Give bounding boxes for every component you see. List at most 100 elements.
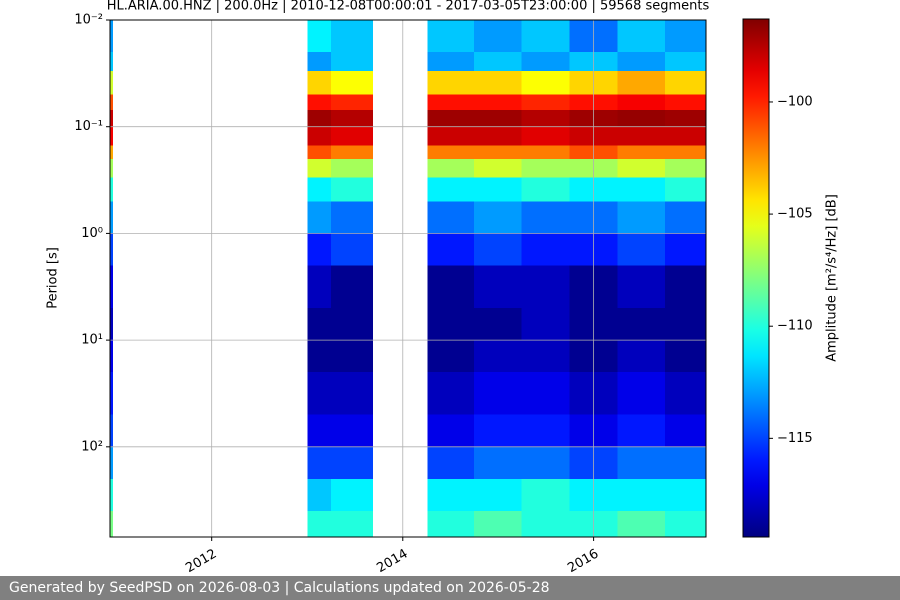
chart-title: HL.ARIA.00.HNZ | 200.0Hz | 2010-12-08T00… bbox=[107, 0, 710, 14]
spectrogram-cell bbox=[665, 340, 706, 373]
spectrogram-cell bbox=[110, 446, 114, 479]
spectrogram-cell bbox=[307, 265, 331, 308]
spectrogram-cell bbox=[665, 201, 706, 234]
spectrogram-cell bbox=[427, 446, 475, 479]
spectrogram-cell bbox=[474, 233, 522, 266]
plot-frame bbox=[109, 19, 707, 538]
spectrogram-cell bbox=[110, 233, 114, 266]
spectrogram-cell bbox=[617, 177, 666, 202]
spectrogram-cell bbox=[307, 372, 331, 415]
spectrogram-cell bbox=[665, 372, 706, 415]
spectrogram-cell bbox=[110, 20, 114, 53]
spectrogram-cell bbox=[427, 158, 475, 178]
spectrogram-cell bbox=[521, 307, 570, 341]
spectrogram-cell bbox=[474, 158, 522, 178]
colorbar-tick-label: −110 bbox=[777, 319, 813, 334]
spectrogram-cell bbox=[307, 233, 331, 266]
spectrogram-cell bbox=[665, 20, 706, 53]
spectrogram-cell bbox=[474, 94, 522, 111]
spectrogram-cell bbox=[617, 265, 666, 308]
spectrogram-cell bbox=[474, 414, 522, 447]
spectrogram-cell bbox=[110, 414, 114, 447]
y-tick-label: 10² bbox=[81, 439, 103, 454]
colorbar-tick-label: −105 bbox=[777, 207, 813, 222]
spectrogram-cell bbox=[474, 126, 522, 146]
spectrogram-cell bbox=[665, 110, 706, 127]
spectrogram-cell bbox=[665, 511, 706, 537]
spectrogram-cell bbox=[427, 307, 475, 341]
spectrogram-cell bbox=[617, 446, 666, 479]
spectrogram-cell bbox=[474, 265, 522, 308]
spectrogram-cell bbox=[330, 126, 374, 146]
spectrogram-cell bbox=[665, 70, 706, 95]
spectrogram-cell bbox=[665, 158, 706, 178]
spectrogram-cell bbox=[307, 94, 331, 111]
spectrogram-cell bbox=[110, 372, 114, 415]
spectrogram-cell bbox=[427, 126, 475, 146]
spectrogram-cell bbox=[307, 70, 331, 95]
spectrogram-cell bbox=[330, 414, 374, 447]
spectrogram-cell bbox=[521, 446, 570, 479]
spectrogram-cell bbox=[521, 94, 570, 111]
spectrogram-cell bbox=[110, 145, 114, 159]
spectrogram-cell bbox=[521, 372, 570, 415]
spectrogram-cell bbox=[330, 478, 374, 512]
spectrogram-cell bbox=[617, 70, 666, 95]
spectrogram-cell bbox=[330, 145, 374, 159]
y-tick-label: 10⁻¹ bbox=[74, 119, 103, 134]
spectrogram-cell bbox=[110, 70, 114, 95]
colorbar bbox=[742, 18, 770, 538]
spectrogram-cell bbox=[617, 307, 666, 341]
spectrogram-cell bbox=[330, 52, 374, 71]
spectrogram-cell bbox=[307, 201, 331, 234]
spectrogram-cell bbox=[665, 446, 706, 479]
spectrogram-cell bbox=[110, 110, 114, 127]
spectrogram-cell bbox=[330, 70, 374, 95]
spectrogram-cell bbox=[110, 340, 114, 373]
spectrogram-cell bbox=[617, 414, 666, 447]
y-tick-label: 10⁻² bbox=[74, 13, 103, 28]
spectrogram-cell bbox=[474, 177, 522, 202]
spectrogram-cell bbox=[110, 478, 114, 512]
spectrogram-cell bbox=[110, 511, 114, 537]
spectrogram-cell bbox=[307, 478, 331, 512]
spectrogram-cell bbox=[427, 177, 475, 202]
spectrogram-cell bbox=[427, 340, 475, 373]
spectrogram-cell bbox=[665, 145, 706, 159]
spectrogram-cell bbox=[427, 372, 475, 415]
spectrogram-cell bbox=[617, 340, 666, 373]
spectrogram-cell bbox=[474, 70, 522, 95]
spectrogram-cell bbox=[474, 340, 522, 373]
spectrogram-cell bbox=[665, 52, 706, 71]
spectrogram-cell bbox=[521, 340, 570, 373]
spectrogram-cell bbox=[330, 233, 374, 266]
spectrogram-cell bbox=[617, 233, 666, 266]
y-axis-label: Period [s] bbox=[46, 247, 61, 309]
spectrogram-cell bbox=[665, 414, 706, 447]
spectrogram-cell bbox=[521, 233, 570, 266]
spectrogram-cell bbox=[665, 478, 706, 512]
spectrogram-cell bbox=[521, 414, 570, 447]
spectrogram-cell bbox=[110, 265, 114, 308]
x-tick-label: 2014 bbox=[374, 547, 410, 576]
spectrogram-cell bbox=[665, 94, 706, 111]
y-tick-label: 10¹ bbox=[81, 333, 103, 348]
spectrogram-cell bbox=[307, 307, 331, 341]
x-tick-label: 2016 bbox=[565, 547, 601, 576]
spectrogram-cell bbox=[474, 307, 522, 341]
spectrogram-cell bbox=[307, 414, 331, 447]
spectrogram-cell bbox=[330, 110, 374, 127]
spectrogram-cell bbox=[521, 265, 570, 308]
spectrogram-cell bbox=[427, 94, 475, 111]
spectrogram-cell bbox=[110, 158, 114, 178]
spectrogram-cell bbox=[307, 110, 331, 127]
spectrogram-cell bbox=[330, 446, 374, 479]
spectrogram-cell bbox=[330, 340, 374, 373]
spectrogram-cell bbox=[427, 233, 475, 266]
footer: Generated by SeedPSD on 2026-08-03 | Cal… bbox=[0, 576, 900, 600]
spectrogram-cell bbox=[521, 158, 570, 178]
chart: HL.ARIA.00.HNZ | 200.0Hz | 2010-12-08T00… bbox=[46, 0, 840, 576]
spectrogram-cell bbox=[427, 478, 475, 512]
spectrogram-cell bbox=[307, 20, 331, 53]
